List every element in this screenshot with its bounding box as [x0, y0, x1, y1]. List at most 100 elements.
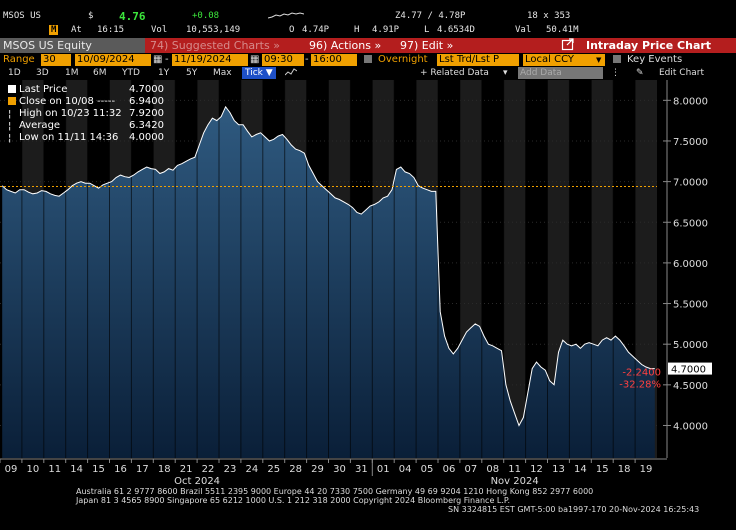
- suggested-charts-menu[interactable]: 74) Suggested Charts »: [150, 39, 280, 52]
- legend-value: 6.3420: [129, 120, 164, 131]
- period-6m[interactable]: 6M: [93, 68, 107, 78]
- x-tick-label: 25: [267, 464, 280, 475]
- x-tick-label: 28: [289, 464, 302, 475]
- export-icon[interactable]: [561, 38, 575, 53]
- x-tick-label: 11: [48, 464, 61, 475]
- x-tick-label: 21: [180, 464, 193, 475]
- y-tick-label: 5.0000: [673, 340, 708, 351]
- last-price-marker-label: 4.7000: [671, 365, 706, 376]
- actions-menu[interactable]: 96) Actions »: [309, 39, 382, 52]
- volume-label: Vol: [151, 25, 168, 35]
- quote-bar: MSOS US $ 4.76 +0.08 M At 16:15 Vol 10,5…: [0, 0, 736, 38]
- x-tick-label: 22: [202, 464, 215, 475]
- x-tick-label: 16: [114, 464, 127, 475]
- contact-footer: Australia 61 2 9777 8600 Brazil 5511 239…: [0, 487, 736, 530]
- x-tick-label: 05: [421, 464, 434, 475]
- bid-ask: Z4.77 / 4.78P: [395, 11, 466, 21]
- range-value-field[interactable]: 30: [41, 54, 71, 66]
- start-time-field[interactable]: 09:30: [262, 54, 304, 66]
- x-tick-label: 14: [70, 464, 83, 475]
- high-marker-icon: ¦: [8, 109, 12, 120]
- sparkline-icon: [268, 12, 304, 19]
- legend-average: ¦ Average 6.3420: [8, 120, 164, 132]
- footer-line-3: SN 3324815 EST GMT-5:00 ba1997-170 20-No…: [448, 505, 700, 514]
- add-data-field[interactable]: Add Data: [518, 67, 603, 79]
- x-tick-label: 10: [26, 464, 39, 475]
- legend-value: 4.7000: [129, 84, 164, 95]
- footer-line-1: Australia 61 2 9777 8600 Brazil 5511 239…: [76, 487, 594, 496]
- legend-label: Average: [19, 120, 61, 131]
- x-tick-label: 11: [508, 464, 521, 475]
- range-label: Range: [3, 54, 35, 65]
- footer-line-2: Japan 81 3 4565 8900 Singapore 65 6212 1…: [76, 496, 511, 505]
- x-tick-label: 19: [640, 464, 653, 475]
- trade-type-select[interactable]: Lst Trd/Lst P: [437, 54, 519, 66]
- period-max[interactable]: Max: [213, 68, 232, 78]
- period-5y[interactable]: 5Y: [186, 68, 198, 78]
- average-marker-icon: ¦: [8, 121, 12, 132]
- currency-select[interactable]: Local CCY: [523, 54, 605, 66]
- calendar-icon[interactable]: ▦: [250, 54, 260, 65]
- period-1y[interactable]: 1Y: [158, 68, 170, 78]
- overnight-checkbox[interactable]: [364, 54, 375, 66]
- period-1d[interactable]: 1D: [8, 68, 21, 78]
- key-events-checkbox[interactable]: [613, 54, 624, 66]
- month-label: Nov 2024: [491, 476, 539, 487]
- security-field[interactable]: MSOS US Equity: [0, 38, 145, 53]
- y-tick-label: 8.0000: [673, 96, 708, 107]
- market-status-icon: M: [49, 25, 59, 35]
- x-tick-label: 01: [377, 464, 390, 475]
- end-date-field[interactable]: 11/19/2024: [172, 54, 248, 66]
- legend-value: 7.9200: [129, 108, 164, 119]
- legend-label: Close on 10/08 -----: [19, 96, 116, 107]
- overnight-label: Overnight: [378, 54, 428, 65]
- range-row: Range 30 10/09/2024 ▦ - 11/19/2024 ▦ 09:…: [0, 54, 736, 66]
- y-tick-label: 4.5000: [673, 381, 708, 392]
- traded-value: 50.41M: [546, 25, 579, 35]
- y-tick-label: 7.5000: [673, 137, 708, 148]
- last-price: 4.76: [119, 10, 146, 23]
- edit-chart-button[interactable]: Edit Chart: [659, 68, 705, 78]
- legend-value: 6.9400: [129, 96, 164, 107]
- y-tick-label: 5.5000: [673, 300, 708, 311]
- start-date-field[interactable]: 10/09/2024: [75, 54, 151, 66]
- price-line: [1, 105, 655, 427]
- edit-menu[interactable]: 97) Edit »: [400, 39, 454, 52]
- x-tick-label: 09: [5, 464, 18, 475]
- value-label: Val: [515, 25, 532, 35]
- time-separator: -: [305, 54, 309, 65]
- calendar-icon[interactable]: ▦: [153, 54, 163, 65]
- x-tick-label: 07: [464, 464, 477, 475]
- intraday-price-chart: 4.0000 4.5000 5.0000 5.5000 6.0000 6.5000 7.00…: [0, 80, 712, 487]
- edit-pencil-icon[interactable]: ✎: [636, 68, 644, 78]
- x-tick-label: 17: [136, 464, 149, 475]
- tick-button[interactable]: Tick ▼: [242, 67, 276, 79]
- x-tick-label: 18: [158, 464, 171, 475]
- period-ytd[interactable]: YTD: [122, 68, 140, 78]
- net-change: +0.08: [192, 11, 220, 21]
- chart-title: Intraday Price Chart: [586, 39, 712, 52]
- legend-label: High on 10/23 11:32: [19, 108, 122, 119]
- bid-ask-size: 18 x 353: [527, 11, 571, 21]
- settings-icon[interactable]: ⋮: [611, 68, 620, 78]
- currency-label: $: [88, 11, 94, 21]
- tick-label: Tick: [245, 68, 263, 78]
- line-chart-icon[interactable]: [284, 67, 298, 79]
- y-tick-label: 6.5000: [673, 218, 708, 229]
- period-3d[interactable]: 3D: [36, 68, 49, 78]
- related-data-menu[interactable]: + Related Data: [420, 68, 489, 78]
- chevron-down-icon[interactable]: ▼: [596, 56, 602, 64]
- date-separator: -: [165, 54, 169, 65]
- high-label: H: [354, 25, 360, 35]
- chevron-down-icon[interactable]: ▾: [503, 68, 508, 78]
- y-tick-label: 6.0000: [673, 259, 708, 270]
- x-tick-label: 24: [245, 464, 258, 475]
- x-tick-label: 31: [355, 464, 368, 475]
- title-bar: MSOS US Equity 74) Suggested Charts » 96…: [0, 38, 736, 53]
- legend-low: ¦ Low on 11/11 14:36 4.0000: [8, 132, 164, 144]
- period-1m[interactable]: 1M: [65, 68, 79, 78]
- end-time-field[interactable]: 16:00: [311, 54, 357, 66]
- last-price-marker: [668, 362, 712, 375]
- x-tick-label: 13: [552, 464, 565, 475]
- open-label: O: [289, 25, 295, 35]
